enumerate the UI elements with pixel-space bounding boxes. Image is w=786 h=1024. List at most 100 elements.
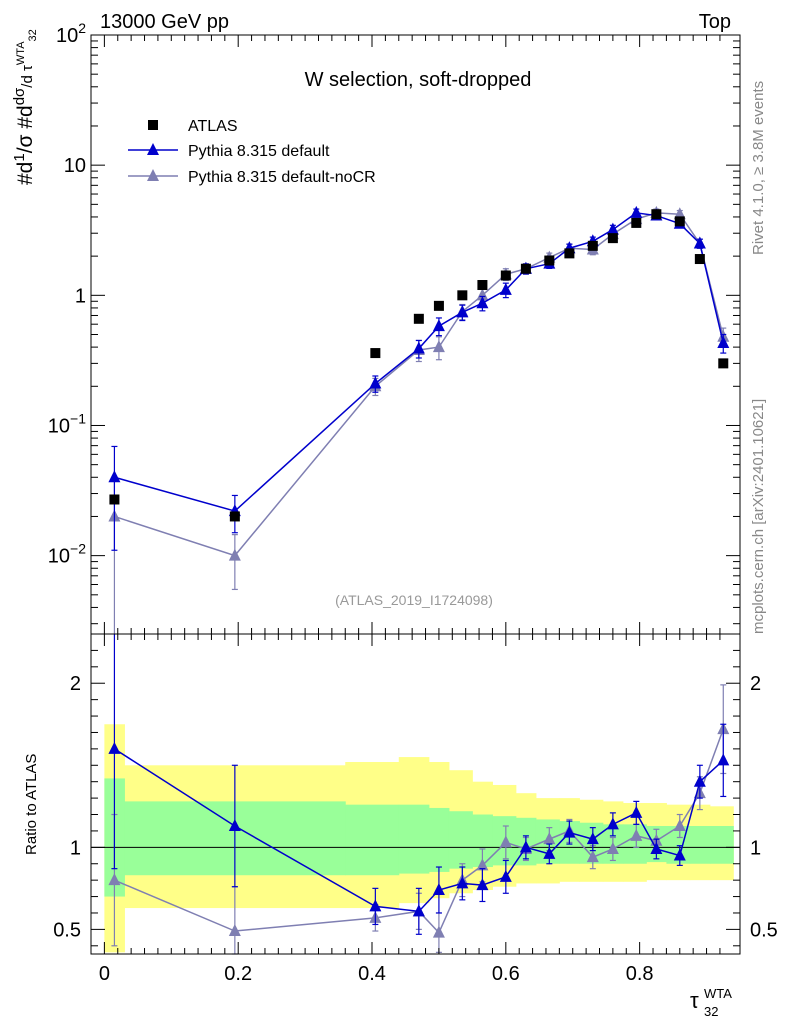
ratio-plot-ticks: 0.5 0.5 1 1 2 2 0 0.2 0.4 0.6 0.8 xyxy=(53,634,778,985)
main-y-tick-label: 102 xyxy=(56,20,86,47)
ratio-point-triangle xyxy=(563,825,576,838)
main-y-tick-label: 10−1 xyxy=(48,410,86,437)
x-axis-label: τ WTA 32 xyxy=(690,986,732,1019)
legend-label: Pythia 8.315 default-noCR xyxy=(188,169,376,186)
ratio-y-tick-label-left: 2 xyxy=(70,673,81,695)
ratio-band-inner xyxy=(666,826,691,864)
ratio-point-triangle xyxy=(693,774,706,787)
main-point-triangle xyxy=(108,470,121,483)
main-point-triangle xyxy=(717,336,730,349)
x-tick-label: 0 xyxy=(99,963,110,985)
ratio-point-triangle xyxy=(543,832,556,845)
x-tick-label: 0.2 xyxy=(224,963,252,985)
main-point-atlas xyxy=(544,255,555,266)
header-process-label: Top xyxy=(699,11,731,33)
ratio-point-triangle xyxy=(476,878,489,891)
ratio-band-inner xyxy=(448,811,473,869)
ratio-point-triangle xyxy=(228,924,241,937)
ratio-point-triangle xyxy=(412,904,425,917)
main-point-atlas xyxy=(500,270,511,281)
ratio-point-triangle xyxy=(369,899,382,912)
ratio-point-triangle xyxy=(630,828,643,841)
header-energy-label: 13000 GeV pp xyxy=(100,11,229,33)
ratio-point-triangle xyxy=(606,841,619,854)
ratio-point-triangle xyxy=(606,817,619,830)
ratio-point-triangle xyxy=(543,846,556,859)
main-point-atlas xyxy=(674,216,685,227)
ratio-band-inner xyxy=(709,826,734,864)
main-y-tick-label: 1 xyxy=(75,285,86,307)
main-point-atlas xyxy=(631,217,642,228)
main-point-triangle xyxy=(432,319,445,332)
main-point-atlas xyxy=(718,358,729,369)
rivet-info: Rivet 4.1.0, ≥ 3.8M events xyxy=(750,81,767,255)
ratio-y-tick-label-left: 1 xyxy=(70,837,81,859)
main-point-triangle xyxy=(476,296,489,309)
ratio-point-triangle xyxy=(673,819,686,831)
legend-triangle xyxy=(147,143,159,155)
main-point-atlas xyxy=(607,233,618,244)
ratio-band-inner xyxy=(689,826,711,864)
main-point-atlas xyxy=(433,300,444,311)
main-y-axis-label-text: #d1/σ #ddσ/d τWTA32 xyxy=(11,29,39,185)
main-point-atlas xyxy=(587,240,598,251)
x-tick-label: 0.6 xyxy=(492,963,520,985)
main-plot-content xyxy=(108,205,730,634)
ratio-band-inner xyxy=(345,804,400,876)
main-point-atlas xyxy=(520,263,531,274)
plot-title: W selection, soft-dropped xyxy=(305,69,532,91)
main-y-tick-label-base: 1 xyxy=(75,285,86,307)
ratio-point-triangle xyxy=(586,850,599,863)
main-point-triangle xyxy=(693,236,706,249)
main-point-triangle xyxy=(369,376,382,389)
ratio-point-triangle xyxy=(499,869,512,882)
main-y-tick-label-base: 10 xyxy=(48,415,70,437)
ratio-point-triangle xyxy=(228,819,241,831)
ratio-band-inner xyxy=(428,807,450,872)
main-point-atlas xyxy=(413,313,424,324)
ratio-point-triangle xyxy=(630,805,643,818)
main-point-atlas xyxy=(694,254,705,265)
main-point-atlas xyxy=(477,280,488,291)
ratio-y-axis-label: Ratio to ATLAS xyxy=(23,754,40,855)
legend-atlas-marker xyxy=(148,120,158,130)
main-point-triangle xyxy=(456,305,469,318)
mcplots-info: mcplots.cern.ch [arXiv:2401.10621] xyxy=(750,399,767,634)
ratio-y-tick-label-left: 0.5 xyxy=(53,919,81,941)
x-axis-label-tau: τ xyxy=(690,988,699,1013)
ratio-series-line xyxy=(114,728,724,935)
ratio-point-triangle xyxy=(456,876,469,889)
ratio-point-triangle xyxy=(432,883,445,895)
ratio-band-inner xyxy=(622,824,647,864)
main-y-tick-label-exp: −1 xyxy=(70,410,86,426)
ratio-point-triangle xyxy=(432,925,445,938)
main-point-atlas xyxy=(109,494,120,505)
ratio-y-tick-label-right: 1 xyxy=(750,837,761,859)
ratio-point-triangle xyxy=(717,753,730,766)
ratio-point-triangle xyxy=(108,741,121,754)
main-point-triangle xyxy=(432,340,445,353)
ratio-band-inner xyxy=(398,804,430,874)
main-point-atlas xyxy=(229,511,240,522)
main-point-triangle xyxy=(412,341,425,354)
main-point-triangle xyxy=(228,548,241,561)
x-tick-label: 0.8 xyxy=(626,963,654,985)
main-y-tick-label-exp: −2 xyxy=(70,541,86,557)
x-tick-label: 0.4 xyxy=(358,963,386,985)
main-y-tick-label: 10−2 xyxy=(48,541,86,568)
main-point-triangle xyxy=(606,222,619,235)
main-point-triangle xyxy=(630,205,643,218)
ratio-point-triangle xyxy=(586,832,599,845)
ratio-point-triangle xyxy=(519,840,532,853)
ratio-point-triangle xyxy=(650,841,663,854)
legend-triangle xyxy=(147,169,159,181)
main-y-tick-label-base: 10 xyxy=(64,155,86,177)
main-y-tick-label-exp: 2 xyxy=(78,20,86,36)
main-point-atlas xyxy=(457,290,468,301)
ratio-y-tick-label-right: 2 xyxy=(750,673,761,695)
x-axis-label-sup: WTA xyxy=(704,986,732,1001)
main-y-tick-label-base: 10 xyxy=(56,25,78,47)
